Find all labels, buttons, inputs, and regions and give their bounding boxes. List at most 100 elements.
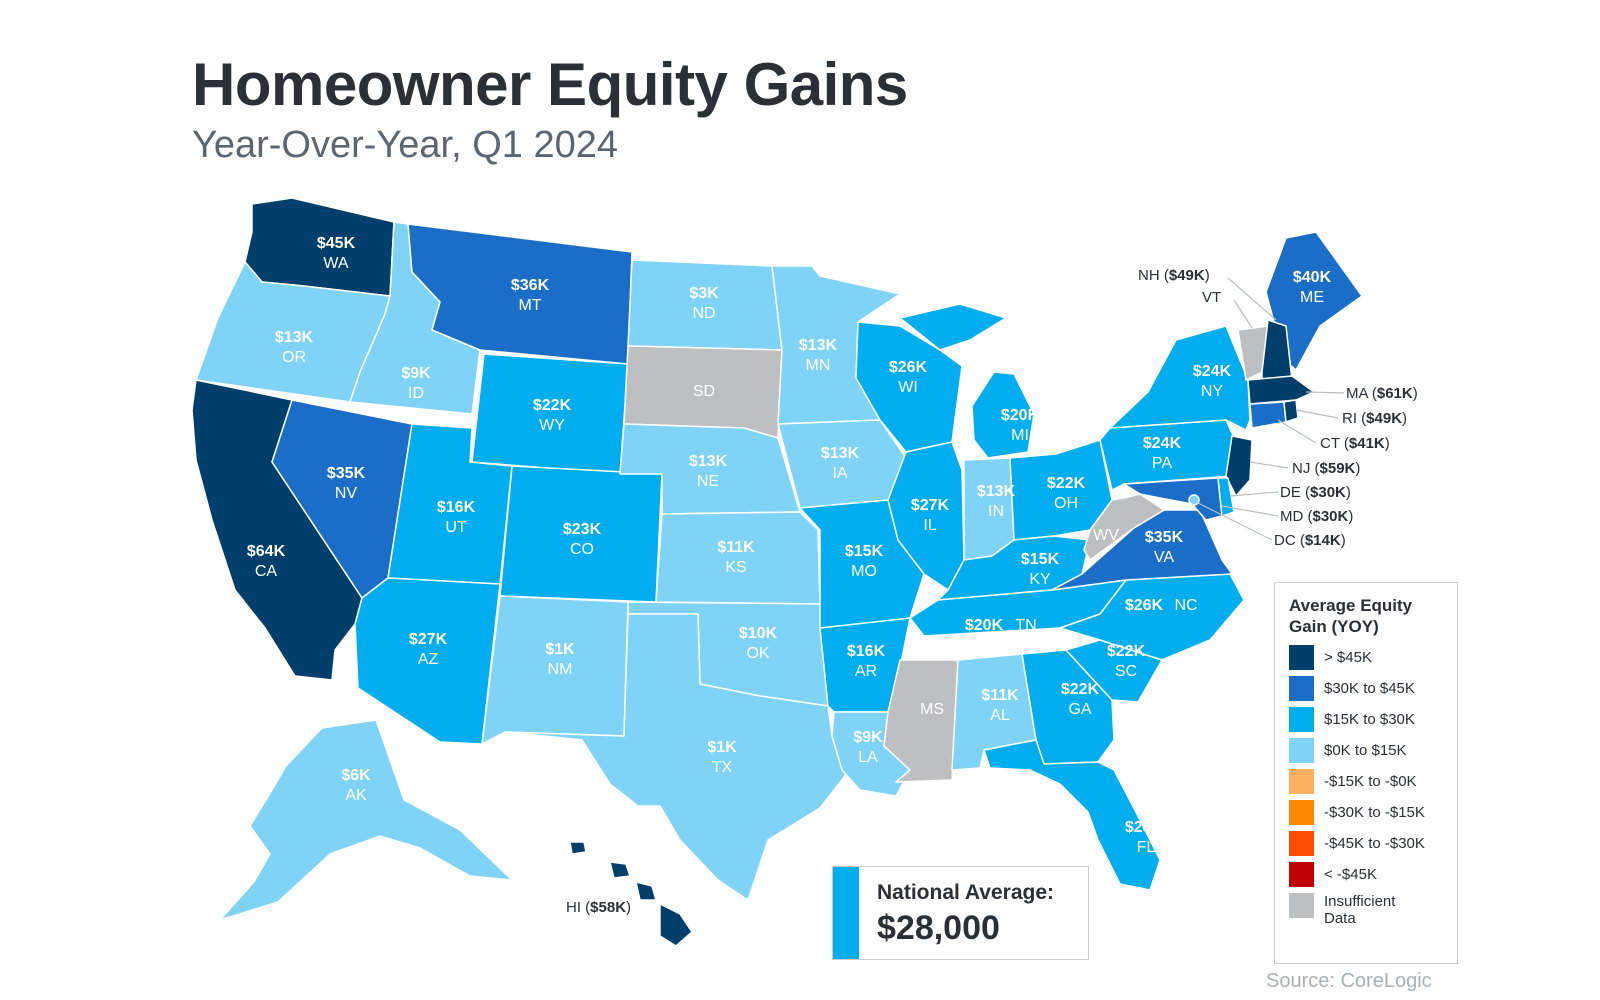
label-MN-abbr: MN — [806, 357, 831, 374]
label-SD-abbr: SD — [693, 383, 715, 400]
label-AZ-value: $27K — [409, 631, 448, 648]
label-NY-value: $24K — [1193, 363, 1232, 380]
label-WY-abbr: WY — [539, 417, 565, 434]
label-NM-abbr: NM — [548, 661, 573, 678]
label-UT-abbr: UT — [445, 519, 467, 536]
label-AK-abbr: AK — [345, 787, 367, 804]
legend-label: > $45K — [1324, 649, 1372, 666]
label-NV-abbr: NV — [335, 485, 358, 502]
label-AK-value: $6K — [341, 767, 371, 784]
legend-label: < -$45K — [1324, 866, 1377, 883]
legend-label: $15K to $30K — [1324, 711, 1415, 728]
callout-vt: VT — [1202, 289, 1221, 306]
label-MI-value: $20K — [1001, 407, 1040, 424]
label-PA-abbr: PA — [1152, 455, 1172, 472]
label-OR-value: $13K — [275, 329, 314, 346]
legend-item: -$45K to -$30K — [1289, 831, 1457, 856]
callout-line-vt — [1233, 299, 1253, 329]
label-TX-abbr: TX — [712, 759, 733, 776]
label-NV-value: $35K — [327, 465, 366, 482]
label-ME-abbr: ME — [1300, 289, 1324, 306]
legend-label: -$45K to -$30K — [1324, 835, 1425, 852]
legend-item: -$15K to -$0K — [1289, 769, 1457, 794]
legend-label: -$15K to -$0K — [1324, 773, 1417, 790]
label-TN-abbr: TN — [1015, 617, 1036, 634]
legend-label: $30K to $45K — [1324, 680, 1415, 697]
legend-label: Insufficient Data — [1324, 893, 1396, 927]
label-TX-value: $1K — [707, 739, 737, 756]
label-LA-value: $9K — [853, 729, 883, 746]
legend-swatch — [1289, 707, 1314, 732]
callout-line-md — [1221, 505, 1279, 517]
callout-ri: RI ($49K) — [1342, 410, 1407, 427]
legend-item: $0K to $15K — [1289, 738, 1457, 763]
label-IA-abbr: IA — [832, 465, 847, 482]
callout-line-ri — [1295, 409, 1339, 419]
state-AK — [219, 719, 513, 921]
callout-line-ma — [1305, 391, 1345, 394]
state-AZ — [354, 577, 501, 745]
state-SC — [1065, 639, 1163, 703]
label-OH-value: $22K — [1047, 475, 1086, 492]
label-MI-abbr: MI — [1011, 427, 1029, 444]
state-HI-1 — [659, 903, 693, 947]
legend-swatch — [1289, 893, 1314, 918]
callout-md: MD ($30K) — [1280, 508, 1353, 525]
label-NY-abbr: NY — [1201, 383, 1224, 400]
legend-item: Insufficient Data — [1289, 893, 1457, 933]
label-MT-abbr: MT — [518, 297, 541, 314]
label-FL-value: $28K — [1125, 819, 1164, 836]
legend-swatch — [1289, 738, 1314, 763]
national-average-label: National Average: — [877, 881, 1054, 904]
national-average-value: $28,000 — [877, 909, 1000, 947]
callout-ct: CT ($41K) — [1320, 435, 1390, 452]
label-WA-abbr: WA — [323, 255, 349, 272]
legend-title: Average Equity Gain (YOY) — [1289, 596, 1413, 636]
legend-label: $0K to $15K — [1324, 742, 1407, 759]
label-OK-abbr: OK — [746, 645, 769, 662]
state-NJ — [1225, 435, 1253, 497]
state-IA — [777, 419, 907, 509]
legend: Average Equity Gain (YOY) > $45K $30K to … — [1274, 582, 1458, 964]
legend-swatch — [1289, 676, 1314, 701]
state-HI-3 — [609, 861, 631, 879]
label-AL-abbr: AL — [990, 707, 1010, 724]
label-ME-value: $40K — [1293, 269, 1332, 286]
label-ND-value: $3K — [689, 285, 719, 302]
label-IN-abbr: IN — [988, 503, 1004, 520]
chart-subtitle: Year-Over-Year, Q1 2024 — [192, 124, 619, 166]
legend-swatch — [1289, 645, 1314, 670]
label-MS-abbr: MS — [920, 701, 944, 718]
state-CT — [1249, 401, 1287, 429]
label-IL-abbr: IL — [923, 517, 936, 534]
legend-item: $15K to $30K — [1289, 707, 1457, 732]
label-TN-value: $20K — [965, 617, 1004, 634]
callout-nj: NJ ($59K) — [1292, 460, 1360, 477]
legend-swatch — [1289, 862, 1314, 887]
label-MO-abbr: MO — [851, 563, 877, 580]
label-UT-value: $16K — [437, 499, 476, 516]
label-NE-abbr: NE — [697, 473, 719, 490]
label-CO-value: $23K — [563, 521, 602, 538]
callout-line-dc — [1195, 501, 1273, 541]
label-MT-value: $36K — [511, 277, 550, 294]
state-WY — [471, 353, 629, 475]
label-LA-abbr: LA — [858, 749, 878, 766]
label-IL-value: $27K — [911, 497, 950, 514]
callout-hi: HI ($58K) — [566, 899, 631, 916]
legend-item: $30K to $45K — [1289, 676, 1457, 701]
label-ID-abbr: ID — [408, 385, 424, 402]
chart-title: Homeowner Equity Gains — [192, 51, 908, 118]
label-FL-abbr: FL — [1137, 839, 1156, 856]
label-WI-value: $26K — [889, 359, 928, 376]
callout-line-de — [1229, 491, 1279, 497]
label-SC-value: $22K — [1107, 643, 1146, 660]
callout-dc: DC ($14K) — [1274, 532, 1346, 549]
label-AR-value: $16K — [847, 643, 886, 660]
label-MN-value: $13K — [799, 337, 838, 354]
label-OH-abbr: OH — [1054, 495, 1078, 512]
state-WV — [1083, 493, 1165, 561]
callout-nh: NH ($49K) — [1138, 267, 1210, 284]
callout-line-nj — [1249, 461, 1289, 469]
